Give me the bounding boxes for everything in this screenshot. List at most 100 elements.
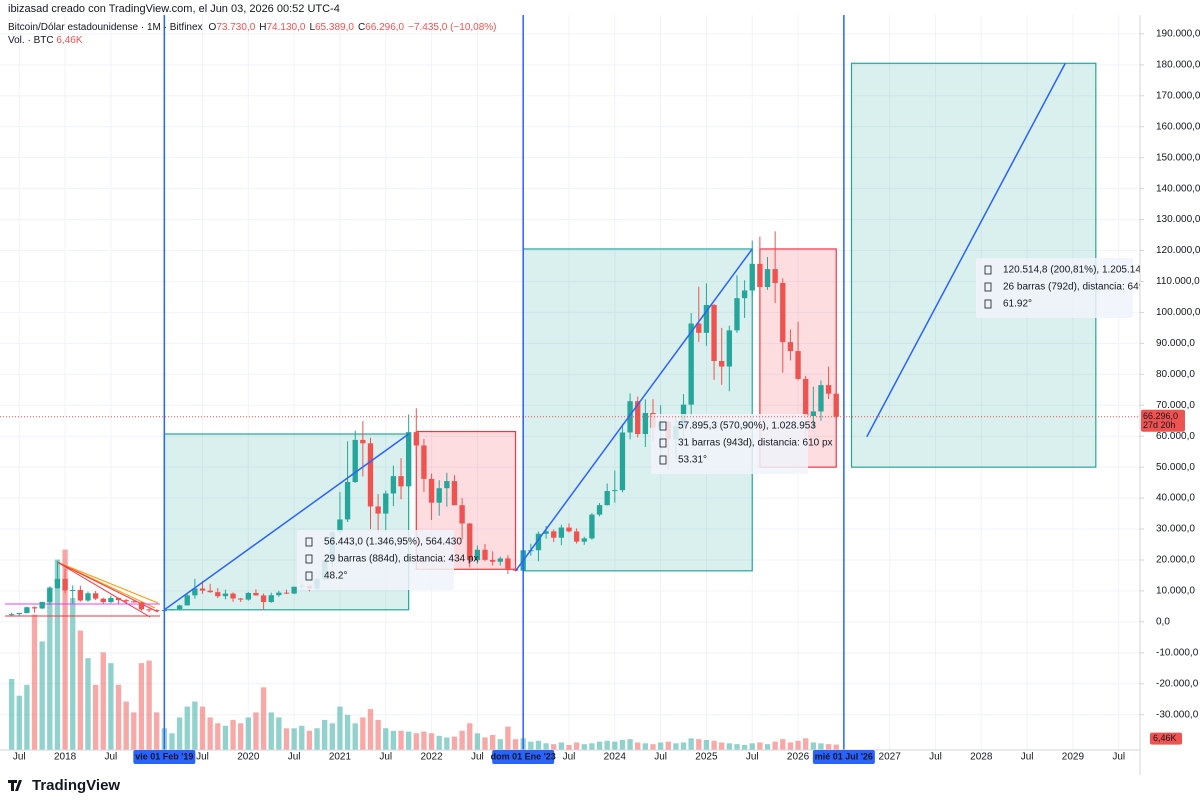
ohlc-value: 66.296,0 [365, 22, 404, 33]
marker-label: vie 01 Feb '19 [135, 751, 193, 761]
y-tick-label: 160.000,0 [1156, 121, 1200, 132]
y-tick-label: 150.000,0 [1156, 152, 1200, 163]
y-tick-label: 20.000,0 [1156, 555, 1195, 566]
x-tick-label: 2025 [695, 752, 718, 763]
volume-bar [764, 744, 771, 750]
y-tick-label: 80.000,0 [1156, 369, 1195, 380]
volume-bar [688, 738, 694, 750]
y-tick-label: -30.000,0 [1156, 709, 1199, 720]
candle-body [138, 602, 145, 610]
x-tick-label: Jul [1112, 752, 1125, 763]
candle-body [757, 263, 763, 288]
chart-title: ibizasad creado con TradingView.com, el … [8, 3, 340, 15]
last-price-bg [1141, 409, 1185, 432]
candle-body [451, 481, 458, 506]
volume-bar [70, 597, 76, 750]
volume-bar [299, 725, 305, 750]
volume-bar [413, 733, 419, 750]
volume-bar [635, 742, 641, 750]
volume-bar [573, 742, 580, 750]
volume-bar [596, 741, 603, 750]
volume-bar [222, 725, 229, 750]
measure-angle: 48.2° [324, 571, 347, 582]
x-tick-label: 2028 [970, 752, 993, 763]
volume-bar [772, 741, 778, 750]
x-tick-label: 2024 [604, 752, 627, 763]
volume-bar [276, 717, 282, 750]
candle-body [505, 558, 511, 569]
candle-body [184, 595, 190, 606]
volume-bar [398, 730, 404, 750]
volume-bar [169, 733, 175, 750]
volume-bar [421, 731, 427, 750]
candle-body [344, 481, 351, 520]
volume-bar [428, 733, 435, 750]
grid [0, 15, 1140, 750]
volume-bar [612, 741, 618, 750]
volume-bar [360, 717, 366, 750]
measure-bars: 31 barras (943d), distancia: 610 px [678, 438, 833, 449]
volume-bar [131, 712, 137, 750]
ohlc-value: 65.389,0 [315, 22, 354, 33]
candle-body [222, 593, 229, 597]
volume-bar [558, 742, 565, 750]
volume-bar [795, 740, 801, 750]
candle-body [207, 590, 213, 593]
volume-bar [291, 728, 297, 750]
x-tick-label: Jul [746, 752, 759, 763]
volume-bar [367, 709, 374, 750]
volume-bar [207, 717, 213, 750]
volume-bar [314, 728, 320, 750]
volume-bar [337, 706, 343, 750]
volume-bar [31, 614, 38, 750]
last-price-label: 66.296,0 [1143, 411, 1178, 421]
measure-icon [984, 299, 992, 309]
volume-bar [650, 744, 656, 750]
volume-bar [551, 744, 557, 750]
x-tick-label: 2018 [54, 752, 77, 763]
candle-body [352, 439, 358, 482]
volume-bar [787, 742, 794, 750]
measure-icon [659, 438, 667, 448]
candle-body [123, 600, 129, 602]
x-tick-label: Jul [1021, 752, 1034, 763]
volume-bar [489, 734, 496, 750]
volume-bar [115, 684, 122, 750]
volume-bar [344, 714, 351, 750]
candle-body [131, 601, 137, 603]
volume-bar [589, 743, 595, 750]
candle-body [635, 401, 641, 435]
candle-body [360, 439, 366, 444]
candle-body [726, 330, 733, 367]
x-tick-label: Jul [563, 752, 576, 763]
x-tick-label: Jul [104, 752, 117, 763]
volume-bar [154, 712, 160, 750]
y-tick-label: 190.000,0 [1156, 29, 1200, 40]
volume-bar [138, 663, 145, 750]
volume-bar [543, 743, 549, 750]
candle-body [459, 505, 465, 524]
candle-body [39, 601, 45, 609]
volume-bar [352, 723, 358, 750]
volume-bar [757, 742, 763, 750]
candle-body [367, 443, 374, 507]
volume-bar [459, 730, 465, 750]
y-tick-label: 180.000,0 [1156, 59, 1200, 70]
volume-bar [192, 701, 198, 750]
volume-bar [818, 743, 824, 750]
measure-range: 120.514,8 (200,81%), 1.205.148 [1003, 265, 1147, 276]
trend-line [514, 248, 753, 572]
candle-body [810, 411, 816, 417]
candle-body [54, 578, 61, 589]
candle-body [642, 412, 649, 435]
x-tick-label: Jul [196, 752, 209, 763]
candle-body [238, 598, 244, 600]
candle-body [551, 531, 557, 538]
volume-bar [16, 695, 22, 750]
candle-body [818, 385, 824, 412]
candle-body [390, 476, 397, 494]
candle-body [146, 609, 152, 611]
candle-body [192, 588, 198, 596]
volume-bar [734, 744, 740, 750]
